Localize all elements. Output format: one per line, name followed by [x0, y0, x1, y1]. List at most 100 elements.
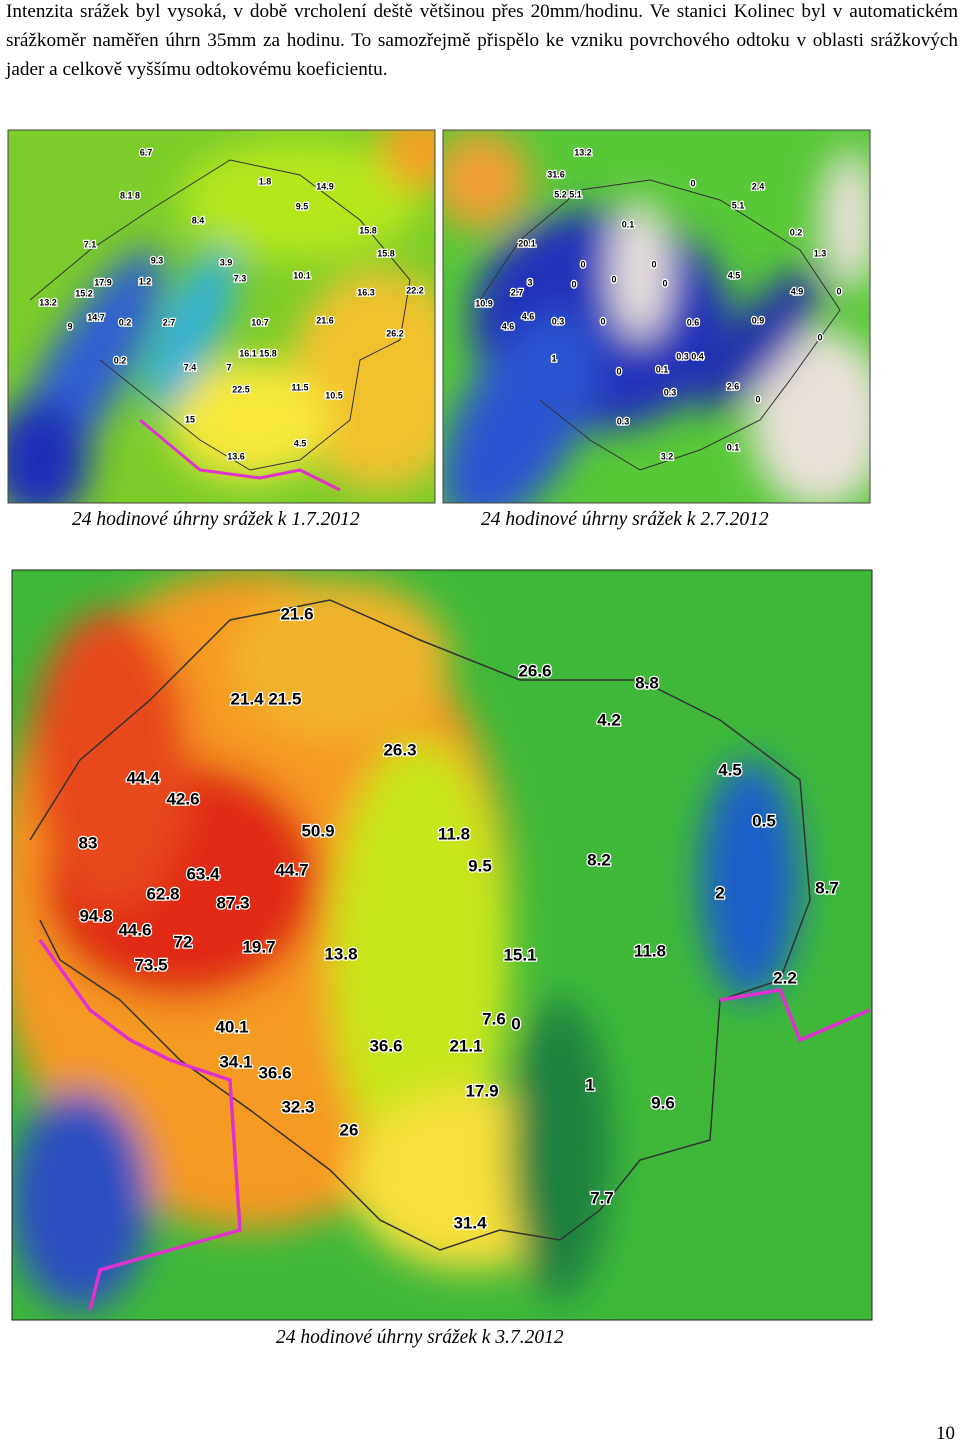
rain-label: 1 [585, 1075, 594, 1094]
map-1 [8, 130, 435, 503]
rain-label: 44.4 [126, 768, 160, 787]
rain-label: 36.6 [369, 1036, 402, 1055]
rain-label: 44.6 [118, 920, 151, 939]
rain-label: 0.1 [656, 364, 669, 374]
rain-label: 6.7 [140, 147, 153, 157]
rain-label: 15.2 [75, 288, 93, 298]
rain-label: 13.8 [324, 944, 357, 963]
rain-label: 8.2 [587, 850, 611, 869]
rain-label: 0.2 [790, 227, 803, 237]
rain-label: 31.4 [453, 1213, 487, 1232]
rain-label: 22.2 [406, 285, 424, 295]
rain-label: 3.9 [220, 257, 233, 267]
page-number: 10 [936, 1423, 955, 1444]
map-2 [443, 130, 870, 503]
rain-label: 0 [836, 286, 841, 296]
rain-label: 17.9 [94, 277, 112, 287]
rain-label: 3 [527, 277, 532, 287]
rain-label: 4.5 [718, 760, 742, 779]
rain-label: 4.5 [294, 438, 307, 448]
rain-label: 62.8 [146, 884, 179, 903]
rain-label: 2.6 [727, 381, 740, 391]
rain-label: 0.3 0.4 [676, 351, 704, 361]
paragraph: Intenzita srážek byl vysoká, v době vrch… [6, 1, 958, 80]
rain-label: 83 [79, 833, 98, 852]
rain-label: 4.6 [502, 321, 515, 331]
rain-label: 15.8 [359, 225, 377, 235]
rain-label: 7.1 [84, 239, 97, 249]
rain-label: 13.6 [227, 451, 245, 461]
rain-label: 2.2 [773, 968, 797, 987]
rain-label: 34.1 [219, 1052, 252, 1071]
rain-label: 16.3 [357, 287, 375, 297]
rain-label: 73.5 [134, 955, 167, 974]
rain-label: 21.4 21.5 [231, 689, 302, 708]
rain-label: 7 [226, 362, 231, 372]
rain-label: 13.2 [39, 297, 57, 307]
rain-label: 0.3 [552, 316, 565, 326]
rain-label: 11.8 [438, 824, 470, 843]
rain-label: 21.6 [280, 604, 313, 623]
rain-label: 9.6 [651, 1093, 675, 1112]
rain-label: 14.7 [87, 312, 105, 322]
rain-label: 9.5 [296, 201, 309, 211]
caption: 24 hodinové úhrny srážek k 1.7.2012 [72, 509, 360, 530]
rain-label: 22.5 [232, 384, 250, 394]
rain-label: 9.5 [468, 856, 492, 875]
rain-label: 26.2 [386, 328, 404, 338]
rain-label: 26 [340, 1120, 359, 1139]
rain-label: 15.8 [377, 248, 395, 258]
rain-label: 10.5 [325, 390, 343, 400]
rain-label: 11.8 [634, 941, 666, 960]
rain-label: 4.9 [791, 286, 804, 296]
rain-label: 40.1 [215, 1017, 248, 1036]
rain-label: 0.2 [114, 355, 127, 365]
rain-label: 1.3 [814, 248, 827, 258]
rain-label: 44.7 [275, 860, 308, 879]
rain-label: 20.1 [518, 238, 536, 248]
rain-label: 72 [174, 932, 193, 951]
rain-label: 1 [551, 353, 556, 363]
rain-label: 0.9 [752, 315, 765, 325]
rain-label: 17.9 [465, 1081, 498, 1100]
map-frame [7, 129, 436, 504]
rain-label: 0 [580, 259, 585, 269]
caption: 24 hodinové úhrny srážek k 3.7.2012 [276, 1327, 564, 1348]
map-frame [442, 129, 871, 504]
rain-label: 8.4 [192, 215, 205, 225]
rain-label: 87.3 [216, 893, 249, 912]
rain-label: 0 [511, 1014, 520, 1033]
rain-label: 0 [662, 278, 667, 288]
rain-label: 21.1 [449, 1036, 482, 1055]
rain-label: 3.2 [661, 451, 674, 461]
rain-label: 16.1 15.8 [239, 348, 277, 358]
rain-label: 2.7 [163, 317, 176, 327]
rain-label: 0 [611, 274, 616, 284]
map-labels: 6.71.8 14.98.1 89.58.415.87.115.89.3 3.910… [38, 146, 843, 1234]
rain-label: 0 [817, 332, 822, 342]
rain-label: 15.1 [503, 945, 536, 964]
rain-label: 13.2 [574, 147, 592, 157]
rain-label: 1.8 [259, 176, 272, 186]
rain-label: 8.7 [815, 878, 839, 897]
rain-label: 0.1 [727, 442, 740, 452]
rain-label: 26.6 [518, 661, 551, 680]
rain-label: 50.9 [301, 821, 334, 840]
rain-label: 5.2 5.1 [554, 189, 582, 199]
rain-label: 11.5 [291, 382, 308, 392]
map-frame [11, 569, 873, 1321]
rain-label: 0.2 [119, 317, 132, 327]
rain-label: 0 [690, 178, 695, 188]
rain-label: 9.3 [151, 255, 164, 265]
rain-label: 4.5 [728, 270, 741, 280]
rain-label: 0 [616, 366, 621, 376]
rain-label: 31.6 [547, 169, 565, 179]
rain-label: 32.3 [281, 1097, 314, 1116]
caption: 24 hodinové úhrny srážek k 2.7.2012 [481, 509, 769, 530]
rain-label: 0.3 [617, 416, 630, 426]
rain-label: 21.6 [316, 315, 334, 325]
map-3 [12, 570, 872, 1320]
rain-label: 0 [755, 394, 760, 404]
